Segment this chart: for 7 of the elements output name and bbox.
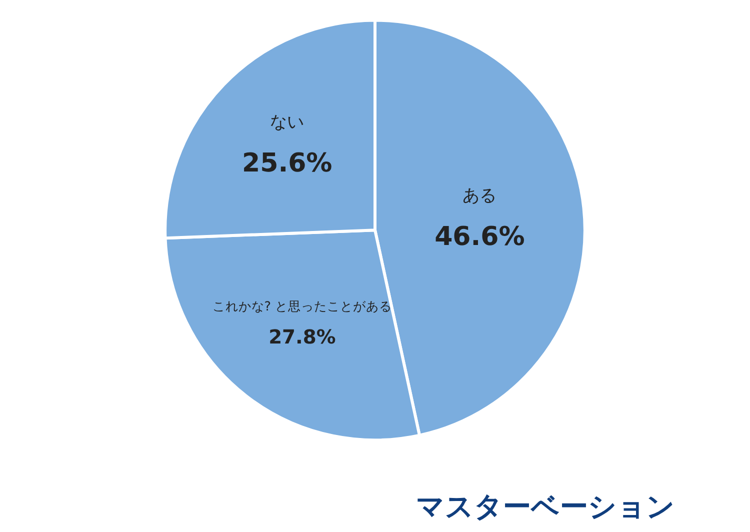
- data-label: 46.6%: [434, 222, 525, 252]
- data-label: 25.6%: [242, 148, 332, 179]
- text: マスターベーション: [416, 490, 675, 524]
- slice-label: ない: [270, 112, 304, 132]
- slice-label: ある: [462, 186, 497, 206]
- data-label: 27.8%: [268, 326, 336, 348]
- slice-label: これかな? と思ったことがある: [212, 298, 392, 314]
